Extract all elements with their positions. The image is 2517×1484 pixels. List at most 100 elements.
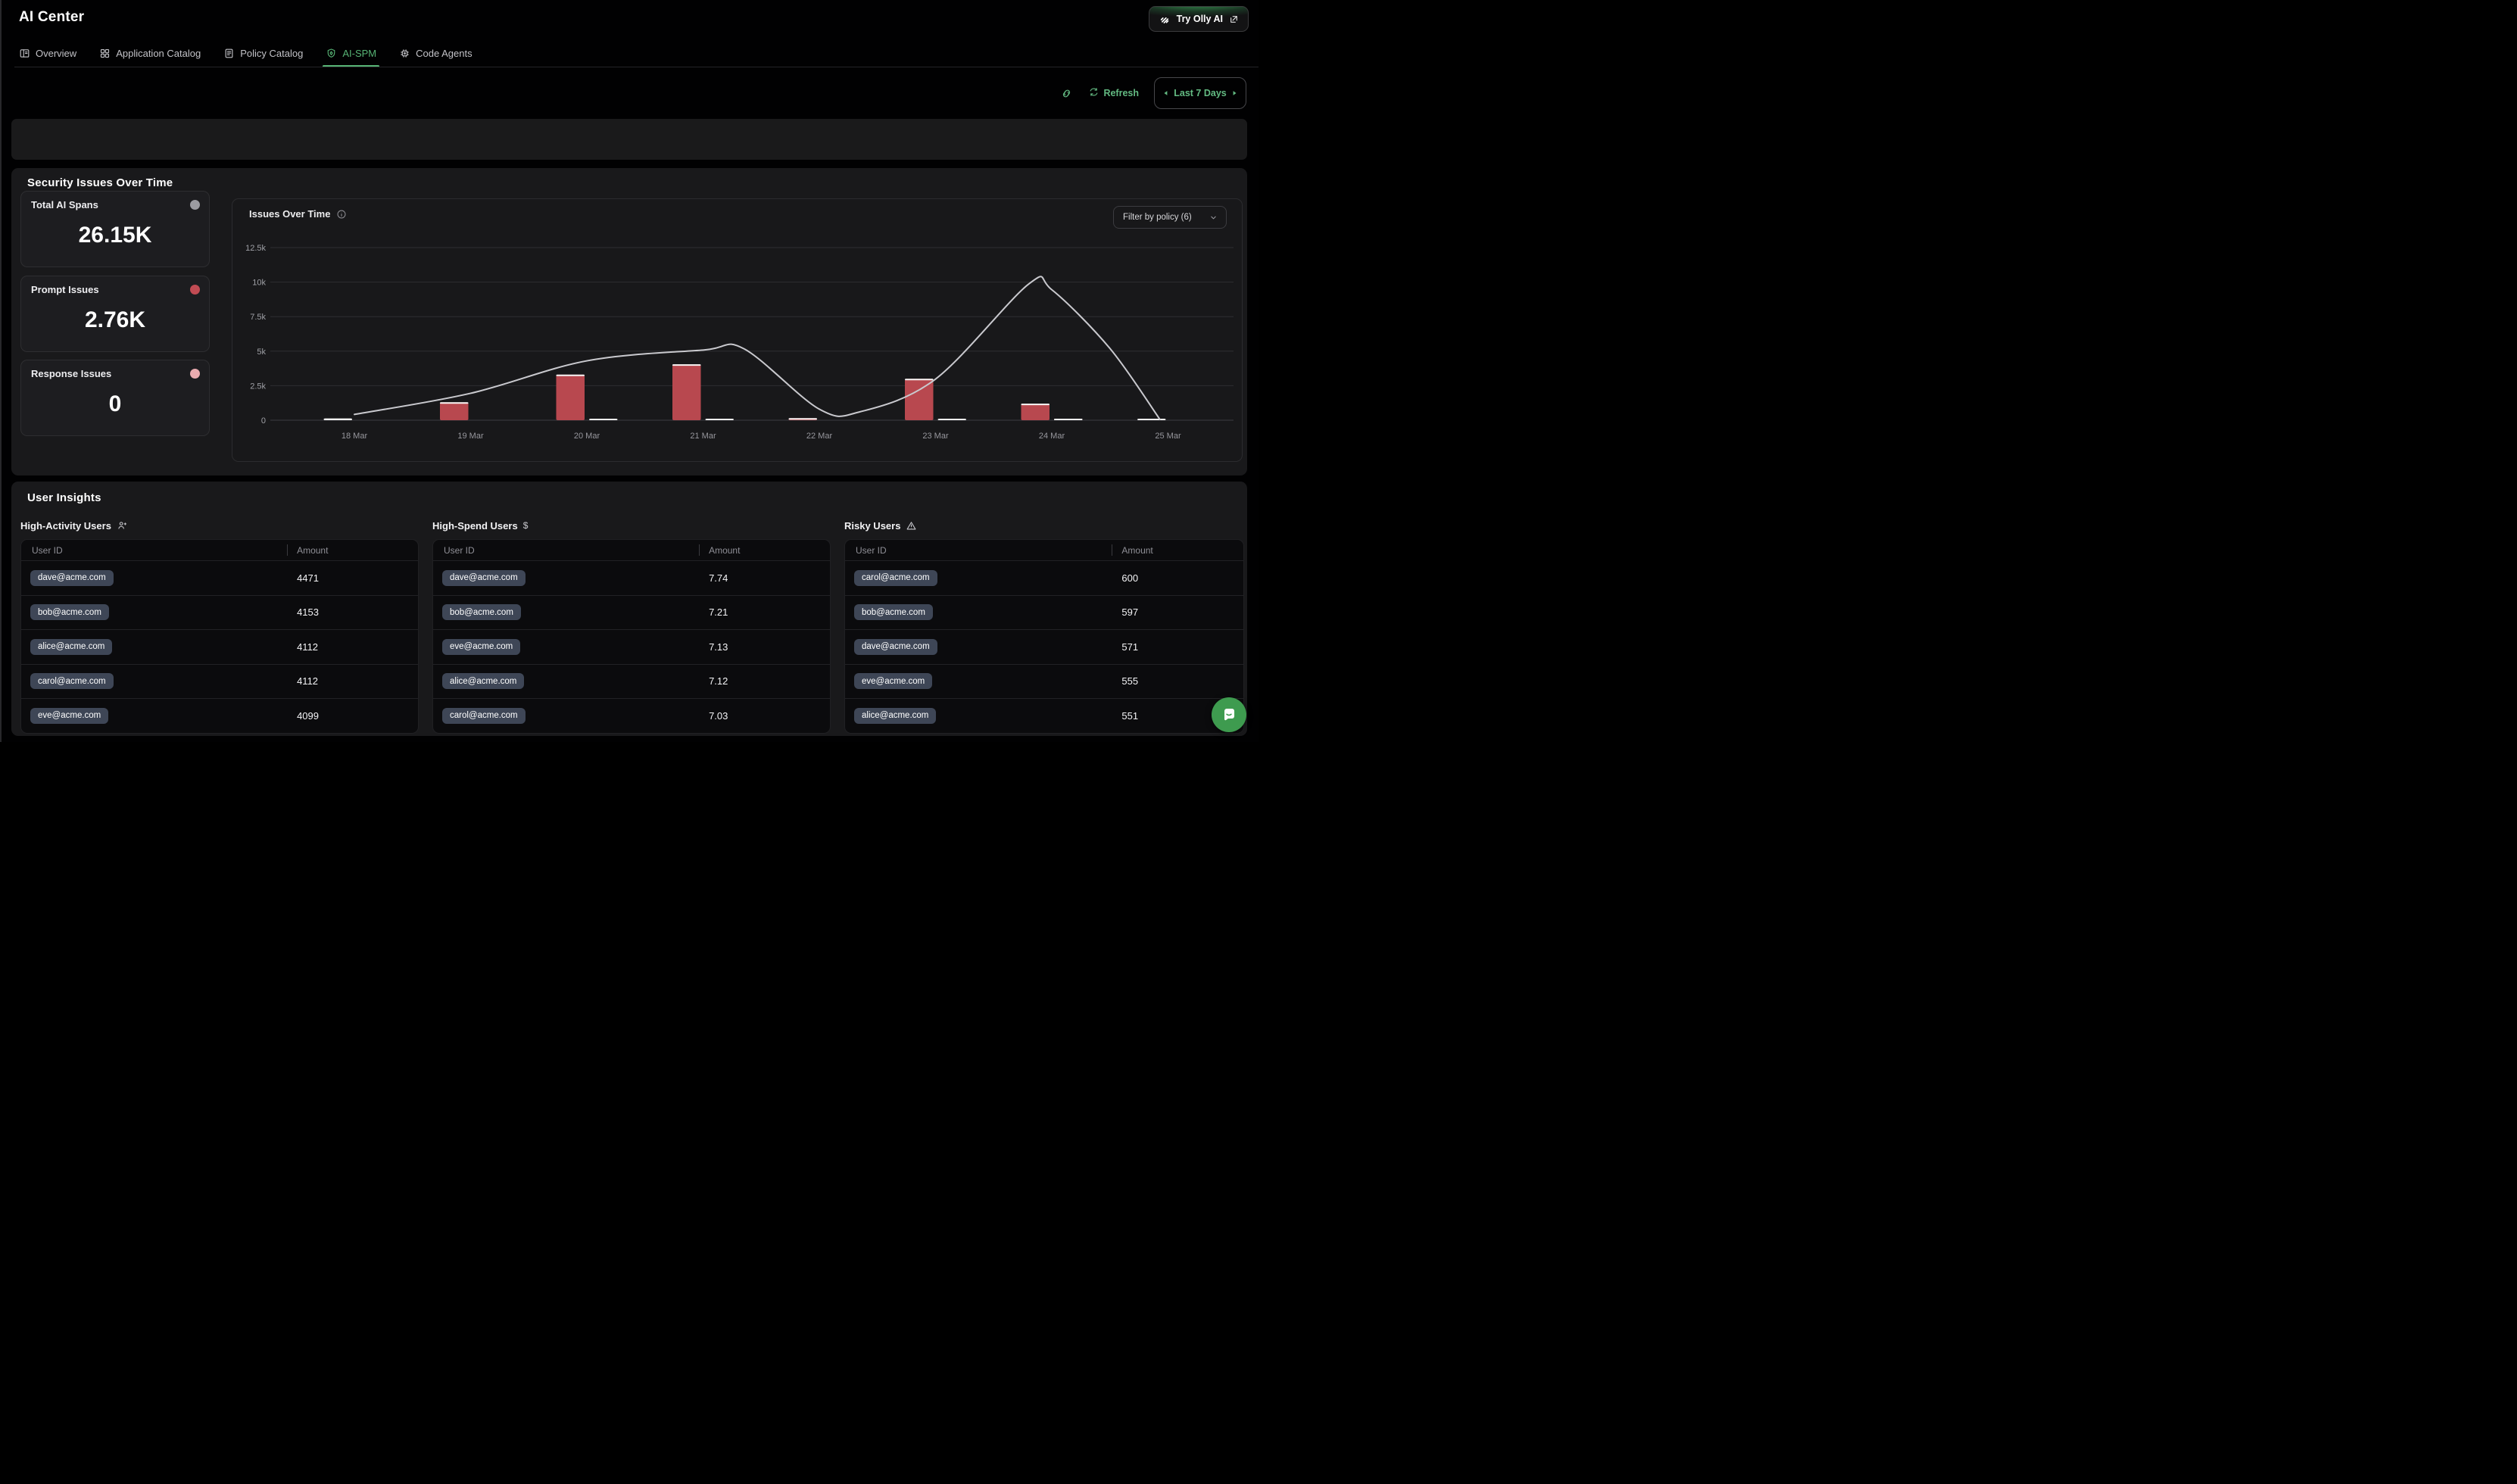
user-id-badge: alice@acme.com bbox=[442, 673, 525, 690]
amount-value: 7.12 bbox=[709, 675, 728, 687]
left-edge-divider bbox=[0, 0, 2, 742]
amount-value: 7.21 bbox=[709, 606, 728, 619]
table-row[interactable]: dave@acme.com 571 bbox=[845, 629, 1243, 664]
try-olly-ai-button[interactable]: Try Olly AI bbox=[1148, 6, 1249, 32]
amount-value: 4099 bbox=[297, 709, 319, 722]
table-row[interactable]: alice@acme.com 7.12 bbox=[433, 663, 830, 699]
policy-catalog-icon bbox=[223, 48, 235, 59]
table-risky: User ID Amount carol@acme.com 600 bob@acme.c… bbox=[844, 539, 1244, 734]
svg-text:5k: 5k bbox=[257, 348, 266, 357]
chat-widget-button[interactable] bbox=[1212, 697, 1246, 732]
tab-label: Policy Catalog bbox=[240, 47, 304, 59]
refresh-button[interactable]: Refresh bbox=[1088, 86, 1139, 100]
user-id-badge: alice@acme.com bbox=[854, 707, 937, 724]
share-link-icon[interactable] bbox=[1060, 87, 1073, 100]
status-dot bbox=[190, 200, 200, 210]
stat-card-response-issues: Response Issues 0 bbox=[20, 360, 210, 436]
svg-text:7.5k: 7.5k bbox=[250, 313, 266, 322]
overview-icon bbox=[19, 48, 30, 59]
user-id-badge: eve@acme.com bbox=[30, 707, 109, 724]
svg-text:20 Mar: 20 Mar bbox=[574, 432, 600, 441]
issues-over-time-card: Issues Over Time Filter by policy (6) 0 2… bbox=[232, 198, 1243, 462]
user-id-badge: dave@acme.com bbox=[442, 569, 526, 586]
table-header: User ID Amount bbox=[21, 540, 418, 560]
user-id-badge: carol@acme.com bbox=[442, 707, 526, 724]
table-high-spend: User ID Amount dave@acme.com 7.74 bob@acme.c… bbox=[432, 539, 831, 734]
code-agents-icon bbox=[399, 48, 410, 59]
amount-value: 4112 bbox=[297, 675, 319, 687]
table-row[interactable]: dave@acme.com 4471 bbox=[21, 560, 418, 595]
table-row[interactable]: carol@acme.com 600 bbox=[845, 560, 1243, 595]
svg-text:23 Mar: 23 Mar bbox=[922, 432, 949, 441]
tab-code-agents[interactable]: Code Agents bbox=[399, 39, 473, 67]
svg-text:24 Mar: 24 Mar bbox=[1039, 432, 1065, 441]
table-row[interactable]: carol@acme.com 4112 bbox=[21, 663, 418, 699]
user-id-badge: eve@acme.com bbox=[442, 638, 521, 655]
info-icon[interactable] bbox=[336, 209, 347, 220]
chevron-down-icon bbox=[1209, 213, 1218, 223]
user-id-badge: alice@acme.com bbox=[30, 638, 113, 655]
chart-header: Issues Over Time bbox=[249, 208, 347, 220]
olly-logo-icon bbox=[1159, 13, 1171, 25]
user-id-badge: carol@acme.com bbox=[30, 673, 114, 690]
table-row[interactable]: bob@acme.com 4153 bbox=[21, 594, 418, 630]
table-title-high-spend: High-Spend Users $ bbox=[432, 519, 529, 532]
table-row[interactable]: eve@acme.com 7.13 bbox=[433, 629, 830, 664]
table-row[interactable]: alice@acme.com 551 bbox=[845, 698, 1243, 733]
filter-by-policy-dropdown[interactable]: Filter by policy (6) bbox=[1113, 206, 1227, 229]
amount-value: 600 bbox=[1121, 572, 1139, 584]
tab-ai-spm[interactable]: AI-SPM bbox=[323, 39, 379, 67]
stat-label: Response Issues bbox=[31, 368, 112, 379]
filter-by-policy-label: Filter by policy (6) bbox=[1123, 213, 1192, 222]
column-header-user-id: User ID bbox=[856, 544, 887, 556]
user-insights-title: User Insights bbox=[27, 491, 101, 504]
chart-toolbar: Refresh Last 7 Days bbox=[1060, 76, 1246, 110]
security-issues-section: Security Issues Over Time Total AI Spans… bbox=[11, 168, 1247, 475]
chevron-left-icon[interactable] bbox=[1162, 89, 1171, 98]
warning-icon bbox=[906, 520, 917, 532]
svg-text:18 Mar: 18 Mar bbox=[342, 432, 368, 441]
svg-text:12.5k: 12.5k bbox=[245, 244, 266, 253]
application-catalog-icon bbox=[99, 48, 111, 59]
issues-over-time-chart: 0 2.5k 5k 7.5k 10k 12.5k 18 Mar 19 Mar 20 Mar 21 … bbox=[245, 244, 1234, 441]
table-block-high-activity: High-Activity Users User ID Amount dave@acm… bbox=[20, 518, 419, 734]
ai-spm-icon bbox=[326, 48, 337, 59]
user-id-badge: dave@acme.com bbox=[30, 569, 114, 586]
stat-label: Prompt Issues bbox=[31, 283, 99, 295]
external-link-icon bbox=[1229, 14, 1239, 24]
user-plus-icon bbox=[117, 520, 127, 531]
column-header-user-id: User ID bbox=[32, 544, 63, 556]
column-header-amount: Amount bbox=[699, 544, 830, 556]
svg-text:0: 0 bbox=[261, 416, 266, 426]
chat-bubble-icon bbox=[1219, 704, 1239, 726]
tab-overview[interactable]: Overview bbox=[19, 39, 76, 67]
amount-value: 597 bbox=[1121, 606, 1139, 619]
amount-value: 4471 bbox=[297, 572, 319, 584]
column-header-amount: Amount bbox=[1112, 544, 1243, 556]
column-header-user-id: User ID bbox=[444, 544, 475, 556]
refresh-label: Refresh bbox=[1103, 88, 1139, 98]
tab-policy-catalog[interactable]: Policy Catalog bbox=[223, 39, 303, 67]
user-id-badge: bob@acme.com bbox=[30, 604, 109, 621]
tab-application-catalog[interactable]: Application Catalog bbox=[99, 39, 201, 67]
table-row[interactable]: eve@acme.com 4099 bbox=[21, 698, 418, 733]
tab-label: Code Agents bbox=[416, 47, 473, 59]
status-dot bbox=[190, 369, 200, 379]
table-row[interactable]: alice@acme.com 4112 bbox=[21, 629, 418, 664]
table-row[interactable]: carol@acme.com 7.03 bbox=[433, 698, 830, 733]
stat-value: 2.76K bbox=[84, 307, 146, 332]
stat-card-prompt-issues: Prompt Issues 2.76K bbox=[20, 275, 210, 352]
table-header: User ID Amount bbox=[845, 540, 1243, 560]
table-row[interactable]: eve@acme.com 555 bbox=[845, 663, 1243, 699]
ai-center-page: AI Center Try Olly AI Overview Applicatio… bbox=[0, 0, 1258, 742]
date-range-label: Last 7 Days bbox=[1174, 88, 1227, 98]
svg-text:22 Mar: 22 Mar bbox=[806, 432, 833, 441]
svg-text:2.5k: 2.5k bbox=[250, 382, 266, 391]
table-row[interactable]: bob@acme.com 7.21 bbox=[433, 594, 830, 630]
table-row[interactable]: bob@acme.com 597 bbox=[845, 594, 1243, 630]
date-range-selector[interactable]: Last 7 Days bbox=[1154, 77, 1246, 109]
chevron-right-icon[interactable] bbox=[1230, 89, 1239, 98]
table-row[interactable]: dave@acme.com 7.74 bbox=[433, 560, 830, 595]
svg-text:19 Mar: 19 Mar bbox=[457, 432, 484, 441]
user-id-badge: eve@acme.com bbox=[854, 673, 933, 690]
